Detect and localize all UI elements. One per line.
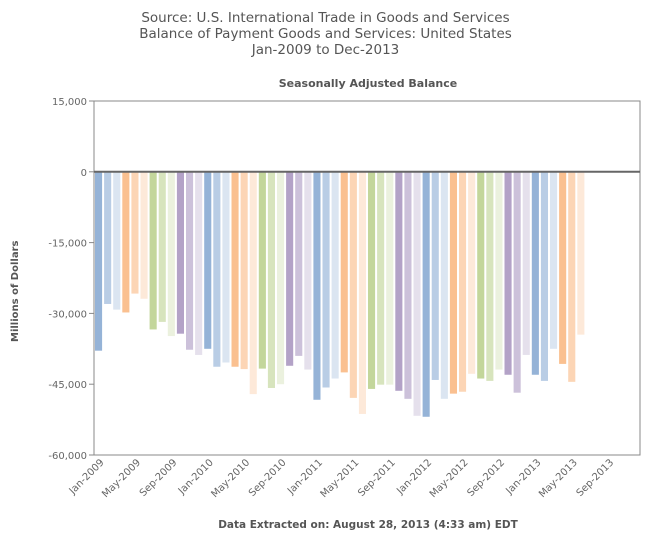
bar-nov-2012 — [513, 171, 521, 393]
bar-jan-2010 — [204, 171, 212, 349]
y-tick-label: -45,000 — [48, 380, 87, 391]
x-tick-label: Sep-2009 — [138, 457, 180, 499]
y-tick-label: -15,000 — [48, 239, 87, 250]
bar-jul-2009 — [149, 171, 157, 330]
bar-jan-2009 — [95, 171, 103, 351]
bar-feb-2013 — [540, 171, 548, 381]
bar-dec-2009 — [195, 171, 203, 355]
bar-jul-2010 — [258, 171, 266, 369]
bar-jun-2011 — [358, 171, 366, 414]
y-tick-label: -60,000 — [48, 451, 87, 462]
bar-aug-2012 — [486, 171, 494, 381]
y-tick-label: 0 — [81, 168, 87, 179]
chart-title-line-3: Jan-2009 to Dec-2013 — [251, 42, 400, 58]
chart-subtitle: Seasonally Adjusted Balance — [278, 77, 458, 90]
bar-aug-2011 — [377, 171, 385, 385]
x-tick-label: May-2012 — [428, 457, 471, 500]
bar-sep-2010 — [277, 171, 285, 385]
bar-jun-2010 — [249, 171, 257, 395]
chart-title-line-2: Balance of Payment Goods and Services: U… — [139, 26, 512, 42]
bar-may-2010 — [240, 171, 248, 370]
bar-oct-2012 — [504, 171, 512, 375]
bar-jan-2013 — [531, 171, 539, 375]
bar-jan-2011 — [313, 171, 321, 400]
x-tick-label: Sep-2012 — [465, 457, 507, 499]
x-tick-label: May-2011 — [319, 457, 362, 500]
bar-apr-2013 — [559, 171, 567, 364]
bar-jun-2013 — [577, 171, 585, 335]
bar-nov-2010 — [295, 171, 303, 356]
plot-area — [93, 100, 641, 456]
x-tick-label: May-2013 — [537, 457, 580, 500]
chart-title-line-1: Source: U.S. International Trade in Good… — [141, 10, 510, 26]
bar-may-2013 — [568, 171, 576, 382]
bar-aug-2010 — [267, 171, 275, 388]
bar-sep-2009 — [167, 171, 175, 337]
x-tick-label: May-2009 — [100, 457, 143, 500]
bar-sep-2012 — [495, 171, 503, 370]
y-tick-label: 15,000 — [52, 97, 87, 108]
bar-nov-2009 — [186, 171, 194, 350]
bar-apr-2010 — [231, 171, 239, 367]
x-tick-label: Sep-2011 — [356, 457, 398, 499]
bar-feb-2010 — [213, 171, 221, 367]
bar-jul-2012 — [477, 171, 485, 379]
bar-mar-2013 — [550, 171, 558, 349]
bar-jan-2012 — [422, 171, 430, 417]
bar-mar-2010 — [222, 171, 230, 363]
bar-mar-2012 — [440, 171, 448, 399]
bar-may-2012 — [459, 171, 467, 392]
bar-dec-2010 — [304, 171, 312, 370]
bar-oct-2010 — [286, 171, 294, 366]
bar-mar-2009 — [113, 171, 121, 310]
x-tick-label: Sep-2010 — [247, 457, 289, 499]
bar-apr-2012 — [449, 171, 457, 394]
bar-jun-2009 — [140, 171, 148, 299]
bar-dec-2012 — [522, 171, 530, 355]
bar-jun-2012 — [468, 171, 476, 374]
bar-mar-2011 — [331, 171, 339, 379]
bar-feb-2012 — [431, 171, 439, 380]
bar-apr-2009 — [122, 171, 130, 313]
bar-aug-2009 — [158, 171, 166, 322]
bar-feb-2009 — [104, 171, 112, 304]
bar-oct-2011 — [395, 171, 403, 391]
bar-feb-2011 — [322, 171, 330, 388]
bar-may-2011 — [349, 171, 357, 398]
x-tick-label: Sep-2013 — [575, 457, 617, 499]
bar-jul-2011 — [368, 171, 376, 389]
bar-oct-2009 — [176, 171, 184, 334]
x-tick-label: May-2010 — [209, 457, 252, 500]
bar-apr-2011 — [340, 171, 348, 373]
bar-may-2009 — [131, 171, 139, 294]
bar-nov-2011 — [404, 171, 412, 399]
bar-sep-2011 — [386, 171, 394, 385]
data-extracted-note: Data Extracted on: August 28, 2013 (4:33… — [218, 519, 518, 531]
bar-dec-2011 — [413, 171, 421, 416]
y-tick-label: -30,000 — [48, 309, 87, 320]
